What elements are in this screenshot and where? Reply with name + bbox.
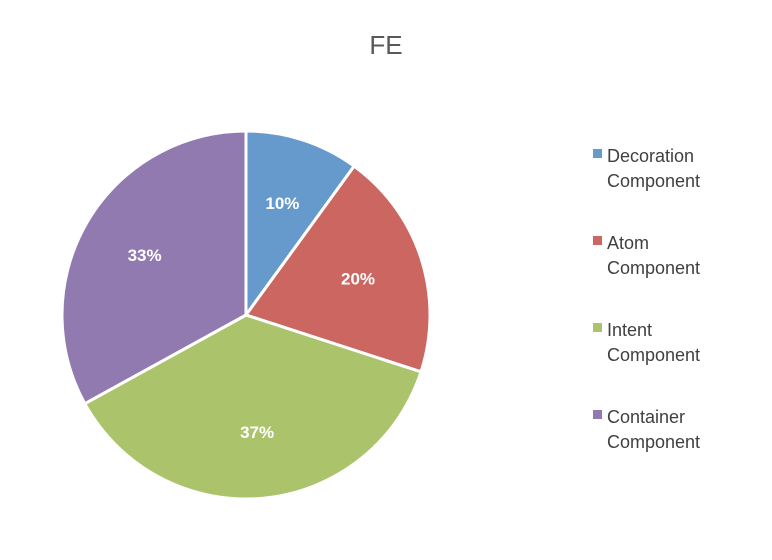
legend-label-atom-component: Atom Component — [607, 233, 700, 278]
chart-title: FE — [369, 30, 402, 60]
pie-slice-decoration-component — [244, 129, 356, 317]
legend-swatch-intent-component — [593, 323, 602, 332]
data-label-decoration-component: 10% — [265, 194, 299, 213]
legend-label-intent-component: Intent Component — [607, 320, 700, 365]
legend-swatch-decoration-component — [593, 149, 602, 158]
pie-data-labels: 10% 20% 37% 33% — [128, 194, 375, 442]
pie-slices — [60, 129, 432, 501]
legend-label-container-component: Container Component — [607, 407, 700, 452]
legend-item-decoration-component: Decoration Component — [593, 146, 700, 191]
pie-slice-intent-component — [83, 313, 423, 501]
legend-swatch-atom-component — [593, 236, 602, 245]
legend-item-container-component: Container Component — [593, 407, 700, 452]
legend-item-atom-component: Atom Component — [593, 233, 700, 278]
legend-item-intent-component: Intent Component — [593, 320, 700, 365]
legend-label-decoration-component: Decoration Component — [607, 146, 700, 191]
legend: Decoration Component Atom Component Intent Co… — [593, 146, 700, 452]
pie-slice-atom-component — [244, 164, 432, 374]
data-label-intent-component: 37% — [240, 423, 274, 442]
data-label-container-component: 33% — [128, 246, 162, 265]
legend-swatch-container-component — [593, 410, 602, 419]
pie-slice-container-component — [60, 129, 248, 406]
data-label-atom-component: 20% — [341, 270, 375, 289]
